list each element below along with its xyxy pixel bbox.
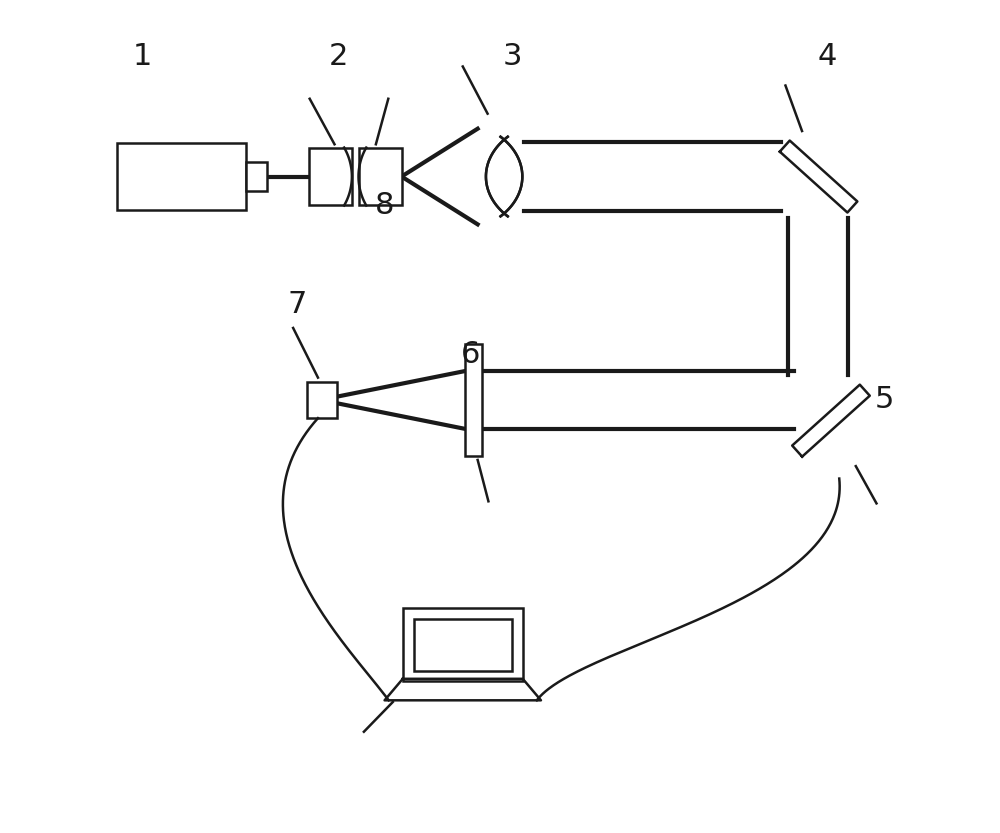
Text: 7: 7 <box>288 290 307 319</box>
Text: 6: 6 <box>461 340 481 369</box>
Bar <box>246 162 267 192</box>
Text: 4: 4 <box>817 42 837 71</box>
Text: 2: 2 <box>329 42 348 71</box>
Bar <box>414 619 512 671</box>
Bar <box>465 344 482 456</box>
Polygon shape <box>792 385 870 456</box>
Bar <box>403 608 523 681</box>
Polygon shape <box>486 137 522 217</box>
Bar <box>309 148 352 205</box>
Polygon shape <box>780 141 857 212</box>
Bar <box>359 148 402 205</box>
Bar <box>307 382 337 418</box>
Text: 3: 3 <box>503 42 522 71</box>
Text: 1: 1 <box>133 42 152 71</box>
Bar <box>117 142 246 211</box>
Text: 5: 5 <box>875 386 894 415</box>
Text: 8: 8 <box>374 191 394 220</box>
